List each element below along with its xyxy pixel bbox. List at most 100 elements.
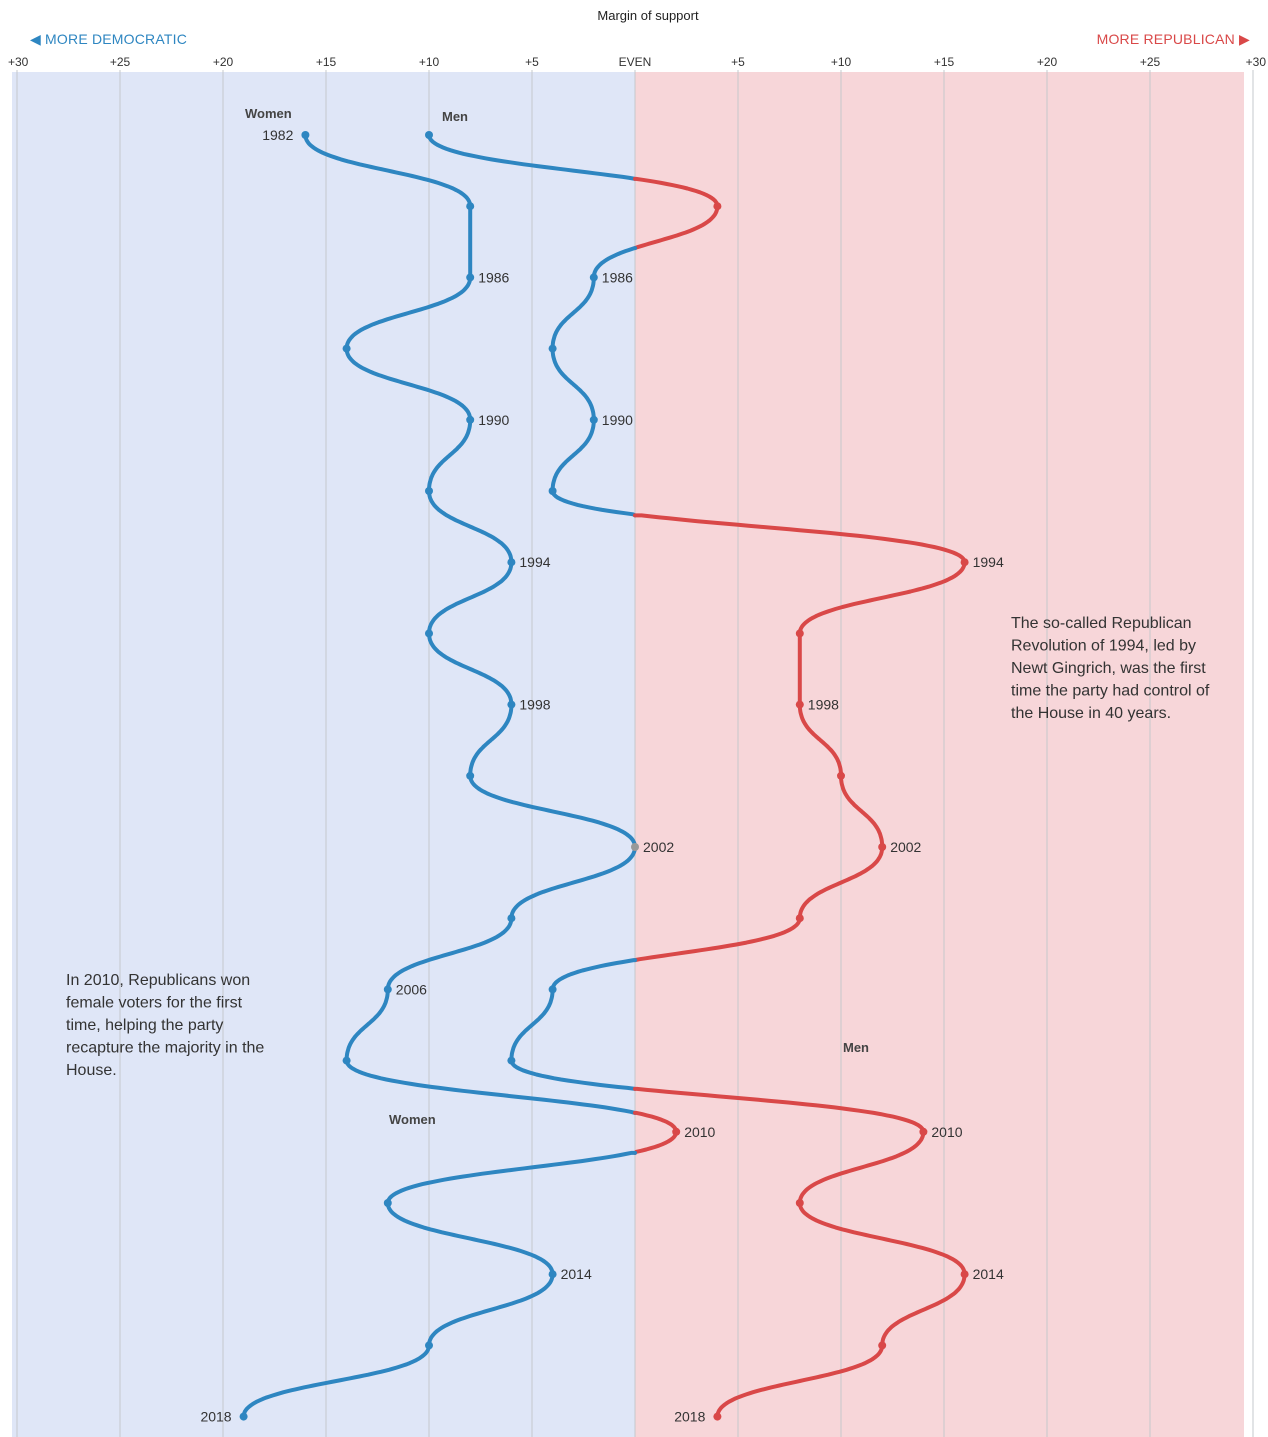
men-point (919, 1127, 928, 1136)
year-label: 2002 (643, 839, 674, 855)
women-point (672, 1127, 681, 1136)
year-label: 2010 (931, 1124, 962, 1140)
women-trail-segment (468, 702, 514, 778)
men-point (795, 629, 804, 638)
democratic-panel (12, 72, 635, 1437)
annotation-line: House. (66, 1062, 117, 1079)
men-trail-segment (509, 987, 555, 1063)
men-point (878, 1341, 887, 1350)
men-point (548, 985, 557, 994)
women-point (383, 1199, 392, 1207)
women-point (507, 558, 516, 567)
men-trail-segment (715, 1343, 885, 1419)
women-point (507, 700, 516, 709)
year-label: 2014 (561, 1266, 592, 1282)
men-point (878, 843, 887, 851)
men-point (589, 273, 598, 282)
men-point (425, 131, 433, 139)
axis-header: Margin of support ◀ MORE DEMOCRATIC MORE… (30, 8, 1250, 47)
year-label: 2014 (973, 1266, 1004, 1282)
men-point (548, 487, 557, 495)
annotation-line: time the party had control of (1011, 683, 1210, 700)
x-tick-label: +25 (1140, 55, 1161, 69)
women-trail-segment (427, 489, 514, 565)
year-label: 2018 (674, 1409, 705, 1425)
women-point (425, 1341, 433, 1350)
men-point (837, 771, 845, 780)
men-trail-segment (509, 1058, 637, 1091)
men-point (589, 415, 598, 424)
background-panels (12, 72, 1244, 1437)
women-trail-segment (385, 1150, 637, 1205)
women-trail-segment (344, 346, 473, 422)
x-tick-label: +20 (213, 55, 234, 69)
series-points (239, 131, 969, 1421)
annotations: The so-called Republican Revolution of 19… (66, 615, 1210, 1079)
men-point (960, 1270, 969, 1279)
republican-panel (635, 72, 1244, 1437)
year-labels: 1982 1986 1990 1994 1998 2002 2006 2010 2014 2018… (200, 127, 1004, 1425)
year-label: 2018 (200, 1409, 231, 1425)
x-tick-label: +30 (8, 55, 29, 69)
series-name-label: Women (245, 106, 292, 121)
women-trail-segment (303, 133, 473, 209)
annotation-line: Newt Gingrich, was the first (1011, 660, 1206, 677)
men-trail-segment (633, 176, 720, 209)
x-tick-label: +20 (1037, 55, 1058, 69)
chart-title: Margin of support (597, 8, 699, 23)
women-point (425, 629, 433, 638)
women-trail-segment (427, 1272, 555, 1348)
women-trail-segment (385, 916, 514, 992)
annotation-line: In 2010, Republicans won (66, 972, 250, 989)
women-point (507, 914, 516, 923)
women-trail-segment (468, 773, 637, 849)
men-trail-segment (550, 275, 596, 351)
men-trail-segment (591, 246, 637, 280)
men-trail-segment (550, 346, 596, 422)
men-point (795, 700, 804, 709)
year-label: 1994 (519, 554, 550, 570)
women-trail-segment (509, 845, 637, 921)
x-tick-label: +5 (525, 55, 539, 69)
year-label: 1986 (478, 269, 509, 285)
annotation-line: female voters for the first (66, 995, 243, 1012)
men-trail-segment (633, 513, 967, 565)
annotation-line: recapture the majority in the (66, 1040, 264, 1057)
x-tick-label: +25 (110, 55, 131, 69)
x-axis-ticks: +30 +25 +20 +15 +10 +5 EVEN +5 +10 +15 +20 +25 +30 (8, 55, 1266, 69)
year-label: 1990 (478, 412, 509, 428)
annotation-text: In 2010, Republicans won female voters fo… (66, 972, 264, 1079)
women-point (466, 415, 475, 424)
annotation-line: Revolution of 1994, led by (1011, 638, 1196, 655)
women-point (239, 1412, 248, 1421)
gridlines (16, 70, 1254, 1437)
x-tick-label: +10 (831, 55, 852, 69)
men-trail-segment (797, 702, 843, 778)
women-point (342, 1056, 351, 1065)
women-trail-segment (633, 1110, 679, 1134)
series-name-label: Men (843, 1040, 869, 1055)
year-label: 2002 (890, 839, 921, 855)
annotation-text: The so-called Republican Revolution of 19… (1011, 615, 1210, 722)
men-trail-segment (797, 845, 885, 921)
women-trail-segment (427, 560, 514, 636)
x-tick-label: EVEN (619, 55, 652, 69)
women-trail-segment (344, 1058, 637, 1115)
x-tick-label: +15 (316, 55, 337, 69)
men-trail-segment (427, 133, 637, 181)
annotation-line: the House in 40 years. (1011, 705, 1171, 722)
women-point (383, 985, 392, 994)
men-trail-segment (880, 1272, 967, 1348)
women-point (548, 1270, 557, 1279)
annotation-line: time, helping the party (66, 1017, 223, 1034)
women-trail-segment (385, 1201, 555, 1277)
year-label: 2010 (684, 1124, 715, 1140)
year-label: 1998 (519, 697, 550, 713)
annotation-line: The so-called Republican (1011, 615, 1192, 632)
women-point (342, 344, 351, 353)
women-point (425, 487, 433, 495)
men-trail-segment (797, 560, 967, 636)
women-point (466, 202, 475, 211)
men-point (507, 1056, 516, 1065)
